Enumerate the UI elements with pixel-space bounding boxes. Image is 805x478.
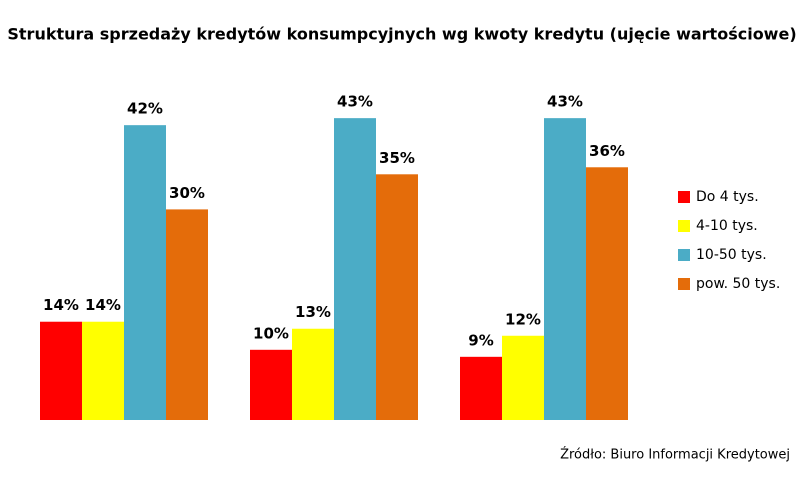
value-label: 14% [43, 296, 79, 314]
value-label: 43% [337, 93, 373, 111]
value-label: 12% [505, 310, 541, 328]
value-label: 42% [127, 100, 163, 118]
value-label: 36% [589, 142, 625, 160]
legend-swatch [678, 249, 690, 261]
bar [502, 335, 544, 420]
bar [124, 125, 166, 420]
bar [586, 167, 628, 420]
legend-swatch [678, 191, 690, 203]
bar [250, 349, 292, 420]
bar [40, 321, 82, 420]
value-label: 35% [379, 149, 415, 167]
value-label: 43% [547, 93, 583, 111]
chart-title: Struktura sprzedaży kredytów konsumpcyjn… [7, 25, 796, 44]
bar [376, 174, 418, 420]
value-label: 14% [85, 296, 121, 314]
bar [82, 321, 124, 420]
source-note: Źródło: Biuro Informacji Kredytowej [560, 447, 790, 463]
value-label: 10% [253, 324, 289, 342]
bar [166, 209, 208, 420]
legend-label: 10-50 tys. [696, 247, 767, 263]
bar [544, 118, 586, 420]
bar [292, 328, 334, 420]
value-label: 30% [169, 184, 205, 202]
legend-label: 4-10 tys. [696, 218, 758, 234]
legend-swatch [678, 220, 690, 232]
legend-swatch [678, 278, 690, 290]
value-label: 13% [295, 303, 331, 321]
bar [334, 118, 376, 420]
value-label: 9% [468, 331, 493, 349]
bar [460, 356, 502, 420]
legend-label: pow. 50 tys. [696, 276, 780, 292]
legend-label: Do 4 tys. [696, 189, 759, 205]
